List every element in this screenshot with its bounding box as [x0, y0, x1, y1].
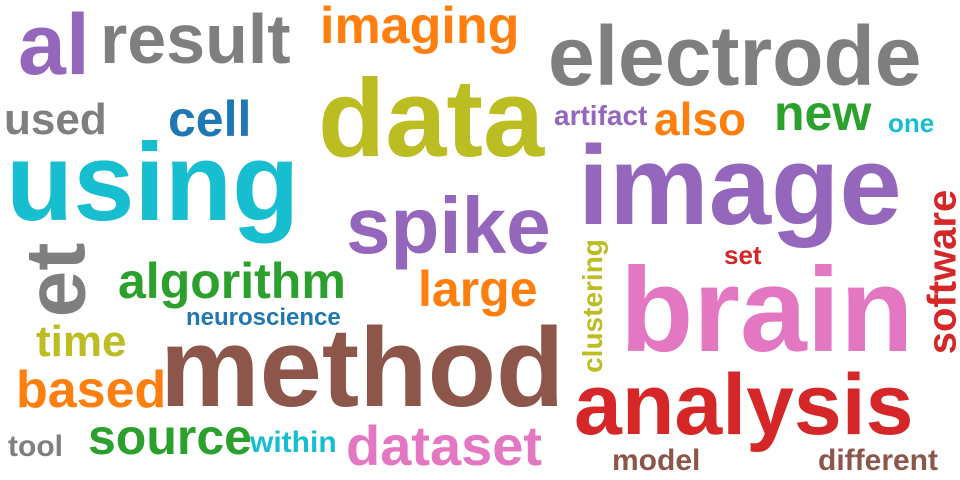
word-image: image — [578, 123, 902, 248]
word-cell: cell — [168, 91, 252, 147]
word-neuroscience: neuroscience — [186, 304, 341, 331]
word-one: one — [888, 108, 935, 138]
word-tool: tool — [8, 430, 63, 463]
word-result: result — [100, 0, 291, 78]
word-method: method — [160, 305, 565, 430]
word-analysis: analysis — [574, 357, 914, 453]
word-using: using — [6, 121, 300, 244]
word-data: data — [318, 57, 545, 180]
word-model: model — [612, 444, 701, 477]
word-brain: brain — [620, 243, 914, 377]
word-source: source — [88, 409, 252, 465]
word-imaging: imaging — [320, 0, 520, 55]
word-set: set — [724, 240, 762, 270]
word-clustering: clustering — [576, 239, 608, 373]
word-dataset: dataset — [346, 414, 543, 477]
word-large: large — [418, 261, 538, 317]
word-electrode: electrode — [548, 9, 922, 103]
word-time: time — [36, 317, 127, 366]
word-based: based — [16, 361, 167, 419]
word-artifact: artifact — [554, 100, 648, 131]
word-new: new — [774, 85, 872, 141]
word-algorithm: algorithm — [118, 253, 346, 309]
word-within: within — [250, 426, 337, 459]
word-also: also — [654, 93, 747, 145]
word-spike: spike — [346, 181, 551, 270]
word-used: used — [4, 95, 107, 144]
word-software: software — [920, 189, 960, 355]
word-different: different — [818, 444, 938, 477]
word-et: et — [8, 242, 103, 318]
word-al: al — [18, 0, 90, 93]
